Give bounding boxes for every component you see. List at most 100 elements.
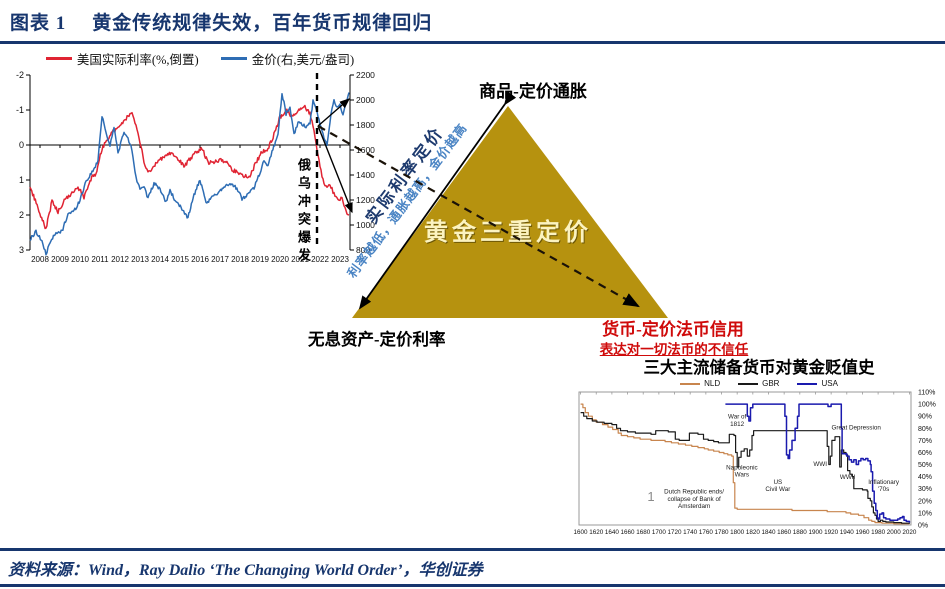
chart-annotation: Napoleonic Wars bbox=[726, 464, 758, 478]
svg-text:2019: 2019 bbox=[251, 255, 269, 264]
svg-text:3: 3 bbox=[19, 245, 24, 255]
svg-text:1980: 1980 bbox=[871, 529, 886, 536]
svg-text:-1: -1 bbox=[16, 105, 24, 115]
chart-annotation: WWII bbox=[840, 474, 856, 481]
svg-text:60%: 60% bbox=[918, 450, 932, 457]
svg-text:1600: 1600 bbox=[356, 145, 375, 155]
small-chart: 三大主流储备货币对黄金贬值史 NLD GBR USA 110% 100% 90% 80% 7… bbox=[573, 354, 945, 550]
svg-text:1920: 1920 bbox=[824, 529, 839, 536]
svg-text:1720: 1720 bbox=[668, 529, 683, 536]
legend-item: GBR bbox=[738, 379, 779, 388]
svg-text:1960: 1960 bbox=[855, 529, 870, 536]
legend-label: NLD bbox=[704, 379, 721, 388]
chart-annotation: Inflationary '70s bbox=[868, 479, 900, 493]
svg-text:1840: 1840 bbox=[761, 529, 776, 536]
svg-text:1620: 1620 bbox=[589, 529, 604, 536]
svg-text:2014: 2014 bbox=[151, 255, 169, 264]
footer-rule-bottom bbox=[0, 584, 945, 587]
triangle-bottom-left-label: 无息资产-定价利率 bbox=[308, 330, 446, 349]
svg-text:2020: 2020 bbox=[271, 255, 289, 264]
svg-text:1760: 1760 bbox=[699, 529, 714, 536]
svg-text:2012: 2012 bbox=[111, 255, 129, 264]
svg-text:100%: 100% bbox=[918, 402, 936, 409]
figure-number: 图表 1 bbox=[10, 13, 67, 34]
big-chart-svg: -2-1012322002000180016001400120010008002… bbox=[16, 70, 375, 264]
svg-text:2018: 2018 bbox=[231, 255, 249, 264]
source-line: 资料来源：Wind，Ray Dalio ‘The Changing World … bbox=[8, 562, 483, 579]
legend-label: 金价(右,美元/盎司) bbox=[251, 53, 355, 67]
svg-text:1880: 1880 bbox=[793, 529, 808, 536]
footer-rule-top bbox=[0, 548, 945, 551]
svg-text:1: 1 bbox=[19, 175, 24, 185]
svg-text:1740: 1740 bbox=[683, 529, 698, 536]
figure-title: 黄金传统规律失效，百年货币规律回归 bbox=[92, 13, 433, 34]
chart-annotation: WWI bbox=[813, 461, 827, 468]
svg-text:2008: 2008 bbox=[31, 255, 49, 264]
figure-header: 图表 1 黄金传统规律失效，百年货币规律回归 bbox=[10, 8, 432, 35]
svg-text:2016: 2016 bbox=[191, 255, 209, 264]
legend-swatch bbox=[45, 57, 72, 60]
svg-text:1900: 1900 bbox=[808, 529, 823, 536]
triangle-bottom-right-label: 货币-定价法币信用 bbox=[602, 320, 744, 339]
svg-text:1940: 1940 bbox=[840, 529, 855, 536]
svg-text:70%: 70% bbox=[918, 438, 932, 445]
svg-text:2022: 2022 bbox=[311, 255, 329, 264]
svg-text:1860: 1860 bbox=[777, 529, 792, 536]
legend-item: USA bbox=[797, 379, 838, 388]
svg-text:90%: 90% bbox=[918, 414, 932, 421]
legend-swatch bbox=[738, 382, 759, 385]
triangle-bottom-right-subtext: 表达对一切法币的不信任 bbox=[599, 342, 749, 357]
triangle-top-label: 商品-定价通胀 bbox=[479, 82, 587, 101]
small-chart-legend: NLD GBR USA bbox=[573, 379, 945, 388]
svg-text:1660: 1660 bbox=[621, 529, 636, 536]
legend-swatch bbox=[220, 57, 247, 60]
svg-text:2021: 2021 bbox=[291, 255, 309, 264]
chart-annotation: US Civil War bbox=[765, 479, 790, 493]
svg-text:1780: 1780 bbox=[715, 529, 730, 536]
big-chart-legend: 美国实际利率(%,倒置) 金价(右,美元/盎司) bbox=[0, 49, 400, 68]
svg-text:0: 0 bbox=[19, 140, 24, 150]
legend-item: 美国实际利率(%,倒置) bbox=[45, 49, 199, 68]
svg-text:1820: 1820 bbox=[746, 529, 761, 536]
legend-swatch bbox=[797, 382, 818, 385]
svg-text:40%: 40% bbox=[918, 474, 932, 481]
svg-text:30%: 30% bbox=[918, 486, 932, 493]
svg-text:1600: 1600 bbox=[574, 529, 589, 536]
svg-text:2000: 2000 bbox=[356, 95, 375, 105]
header-rule bbox=[0, 41, 945, 44]
svg-text:1800: 1800 bbox=[356, 120, 375, 130]
svg-text:0%: 0% bbox=[918, 523, 928, 530]
svg-text:2015: 2015 bbox=[171, 255, 189, 264]
svg-text:80%: 80% bbox=[918, 426, 932, 433]
svg-text:1800: 1800 bbox=[730, 529, 745, 536]
svg-text:2009: 2009 bbox=[51, 255, 69, 264]
svg-text:2200: 2200 bbox=[356, 70, 375, 80]
svg-text:2013: 2013 bbox=[131, 255, 149, 264]
svg-text:2017: 2017 bbox=[211, 255, 229, 264]
svg-text:50%: 50% bbox=[918, 462, 932, 469]
svg-text:20%: 20% bbox=[918, 498, 932, 505]
triangle-center-label: 黄金三重定价 bbox=[424, 220, 592, 246]
small-chart-title: 三大主流储备货币对黄金贬值史 bbox=[643, 358, 875, 377]
svg-text:2: 2 bbox=[19, 210, 24, 220]
chart-annotation: Dutch Republic ends/collapse of Bank of A… bbox=[664, 489, 724, 510]
svg-text:1680: 1680 bbox=[636, 529, 651, 536]
svg-text:2020: 2020 bbox=[902, 529, 917, 536]
svg-text:2000: 2000 bbox=[887, 529, 902, 536]
event-annotation: 俄乌冲突爆发 bbox=[296, 158, 311, 266]
legend-label: GBR bbox=[762, 379, 780, 388]
big-chart: -2 -1 0 1 2 3 2200 2000 1800 1600 1400 1200 1000 800 2… bbox=[0, 66, 400, 271]
svg-text:2011: 2011 bbox=[91, 255, 109, 264]
svg-text:10%: 10% bbox=[918, 510, 932, 517]
svg-text:1640: 1640 bbox=[605, 529, 620, 536]
legend-swatch bbox=[680, 382, 701, 385]
svg-text:-2: -2 bbox=[16, 70, 24, 80]
svg-text:110%: 110% bbox=[918, 390, 935, 397]
svg-text:1400: 1400 bbox=[356, 170, 375, 180]
chart-annotation: Great Depression bbox=[832, 424, 882, 431]
chart-annotation: 1 bbox=[647, 489, 654, 504]
small-chart-svg: 110% 100% 90% 80% 70% 60% 50% 40% 30% 20% 10% 0% 160… bbox=[574, 390, 936, 537]
svg-text:2010: 2010 bbox=[71, 255, 89, 264]
legend-item: NLD bbox=[680, 379, 720, 388]
